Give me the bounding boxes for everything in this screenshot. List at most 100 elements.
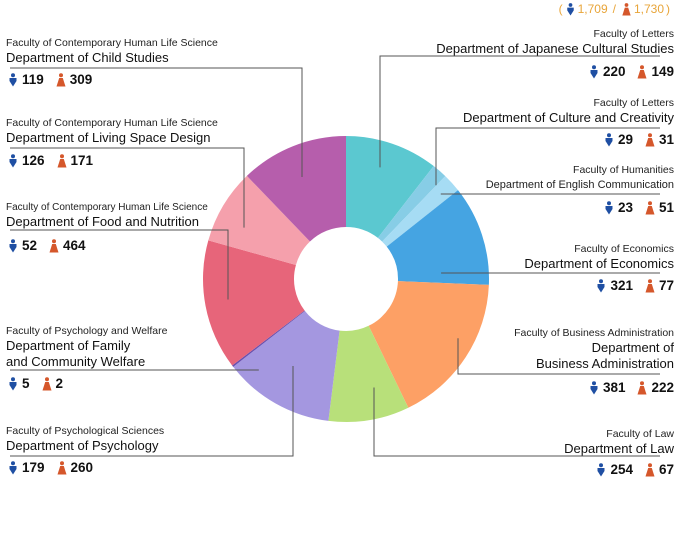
stats-business: 381 222: [589, 380, 674, 395]
female-icon: [57, 153, 67, 168]
female-icon: [645, 132, 655, 147]
label-culture: Faculty of Letters Department of Culture…: [463, 97, 674, 126]
label-family: Faculty of Psychology and Welfare Depart…: [6, 325, 167, 370]
female-count: 31: [658, 132, 674, 147]
department-name-line-1: Department of Family: [6, 338, 131, 353]
department-name-line-2: and Community Welfare: [6, 354, 146, 369]
leader-line-culture: [435, 127, 660, 186]
faculty-name: Faculty of Letters: [593, 97, 674, 109]
totals-summary: ( 1,709 / 1,730 ): [559, 2, 670, 16]
female-icon: [645, 278, 655, 293]
stats-psychology: 179 260: [8, 460, 93, 475]
label-law: Faculty of Law Department of Law: [564, 428, 674, 457]
slice-child: [246, 136, 346, 242]
male-count: 179: [22, 460, 45, 475]
female-count: 260: [70, 460, 94, 475]
female-count: 2: [55, 376, 64, 391]
label-psychology: Faculty of Psychological Sciences Depart…: [6, 425, 164, 454]
stats-food: 52 464: [8, 238, 86, 253]
male-icon: [596, 462, 606, 477]
department-name: Department of Food and Nutrition: [6, 214, 199, 229]
female-icon: [49, 238, 59, 253]
label-english: Faculty of Humanities Department of Engl…: [486, 164, 674, 192]
stats-japanese: 220 149: [589, 64, 674, 79]
leader-lines: [10, 55, 660, 457]
department-name-line-2: Business Administration: [535, 356, 674, 371]
female-count: 309: [69, 72, 93, 87]
leader-line-living: [10, 147, 245, 228]
male-icon: [604, 132, 614, 147]
label-business: Faculty of Business Administration Depar…: [514, 327, 674, 372]
leader-line-japanese: [379, 55, 660, 168]
department-name: Department of Child Studies: [6, 50, 169, 65]
label-child: Faculty of Contemporary Human Life Scien…: [6, 37, 218, 66]
male-count: 126: [22, 153, 45, 168]
department-name: Department of Culture and Creativity: [463, 110, 674, 125]
slice-economics: [386, 190, 489, 285]
leader-line-business: [457, 338, 660, 375]
female-icon: [42, 376, 52, 391]
male-count: 254: [610, 462, 633, 477]
male-icon: [604, 200, 614, 215]
female-icon: [645, 462, 655, 477]
male-count: 5: [22, 376, 30, 391]
male-count: 321: [610, 278, 633, 293]
stats-culture: 29 31: [604, 132, 674, 147]
male-icon: [8, 238, 18, 253]
faculty-name: Faculty of Contemporary Human Life Scien…: [6, 202, 208, 213]
faculty-name: Faculty of Psychology and Welfare: [6, 325, 168, 337]
label-japanese: Faculty of Letters Department of Japanes…: [436, 28, 674, 57]
department-name: Department of Living Space Design: [6, 130, 211, 145]
totals-close-paren: ): [666, 2, 670, 16]
male-icon: [589, 64, 599, 79]
totals-separator: /: [612, 2, 616, 16]
slice-living: [208, 175, 310, 265]
faculty-name: Faculty of Economics: [574, 243, 674, 255]
female-icon: [637, 64, 647, 79]
slice-english: [382, 176, 459, 247]
totals-open-paren: (: [558, 2, 563, 16]
label-economics: Faculty of Economics Department of Econo…: [524, 243, 674, 272]
leader-line-food: [10, 229, 229, 300]
department-name: Department of Law: [564, 441, 674, 456]
slice-family: [232, 310, 305, 367]
female-icon: [57, 460, 67, 475]
faculty-name: Faculty of Law: [606, 428, 674, 440]
slice-law: [328, 325, 409, 422]
stats-child: 119 309: [8, 72, 92, 87]
female-count: 222: [651, 380, 674, 395]
male-count: 119: [22, 72, 44, 87]
label-food: Faculty of Contemporary Human Life Scien…: [6, 201, 208, 230]
male-count: 52: [22, 238, 38, 253]
faculty-name: Faculty of Humanities: [573, 164, 674, 176]
faculty-name: Faculty of Business Administration: [514, 327, 674, 339]
female-icon: [56, 72, 66, 87]
male-icon: [596, 278, 606, 293]
female-count: 67: [658, 462, 674, 477]
leader-line-psychology: [10, 365, 294, 457]
female-count: 464: [63, 238, 86, 253]
stats-economics: 321 77: [596, 278, 674, 293]
slice-psychology: [233, 310, 340, 421]
male-icon: [8, 153, 18, 168]
male-icon: [8, 376, 18, 391]
slice-business: [368, 281, 489, 408]
female-icon: [637, 380, 647, 395]
stats-law: 254 67: [596, 462, 674, 477]
male-count: 23: [617, 200, 633, 215]
leader-line-child: [10, 67, 303, 177]
male-count: 381: [602, 380, 626, 395]
faculty-name: Faculty of Letters: [593, 28, 674, 40]
female-count: 149: [651, 64, 674, 79]
department-name-line-1: Department of: [591, 340, 674, 355]
stats-english: 23 51: [604, 200, 674, 215]
faculty-name: Faculty of Psychological Sciences: [6, 425, 165, 437]
male-count: 29: [617, 132, 633, 147]
male-icon: [8, 460, 18, 475]
female-count: 77: [658, 278, 674, 293]
department-name: Department of Japanese Cultural Studies: [436, 41, 674, 56]
donut-slices: [203, 136, 489, 422]
stats-living: 126 171: [8, 153, 93, 168]
